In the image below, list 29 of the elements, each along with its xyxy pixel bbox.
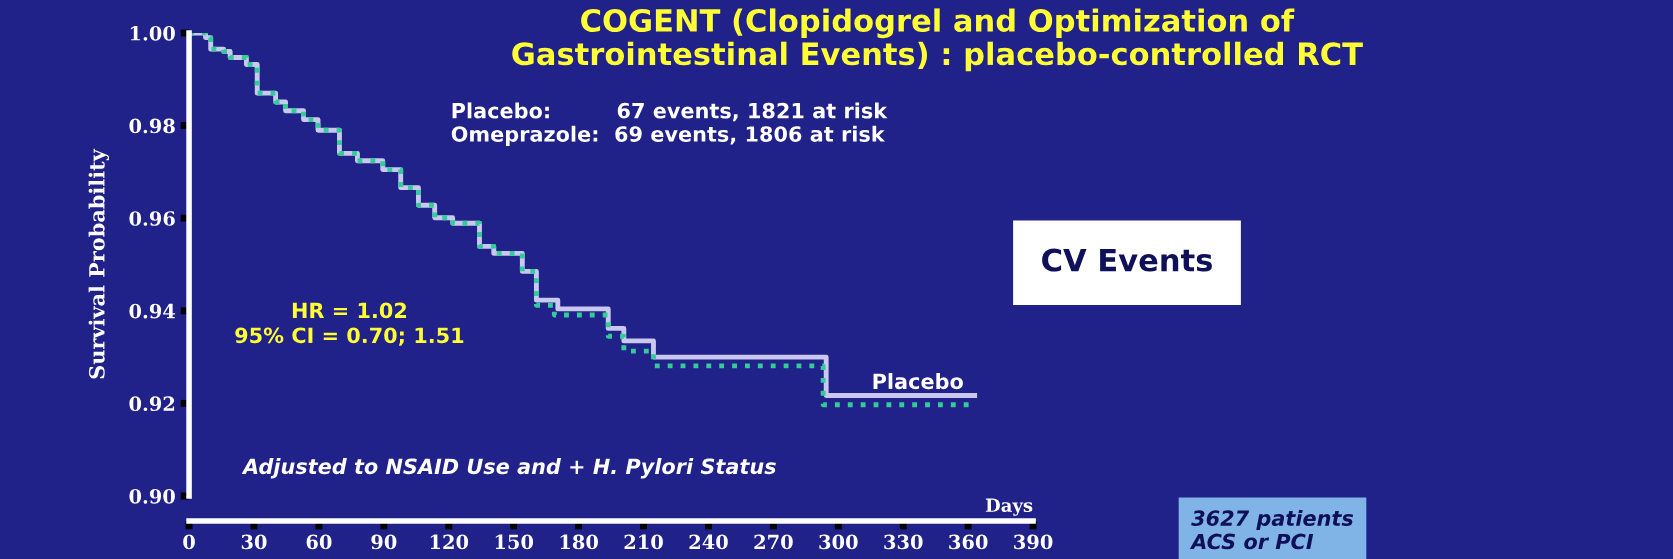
x-tick-label: 0 [183, 534, 195, 550]
annotation: Adjusted to NSAID Use and + H. Pylori Status [241, 458, 776, 479]
text: 3627 patients ACS or PCI [1189, 509, 1354, 550]
x-tick-label: 360 [949, 534, 988, 550]
y-tick-label: 0.90 [129, 488, 175, 504]
x-tick-label: 300 [819, 534, 858, 550]
x-tick-label: 180 [560, 534, 598, 550]
x-tick-label: 390 [1014, 534, 1053, 550]
y-tick-label: 0.92 [129, 396, 175, 412]
y-tick-label: 0.94 [129, 303, 176, 319]
x-tick-label: 60 [306, 534, 332, 550]
x-tick-label: 30 [241, 534, 267, 550]
annotation: Placebo: 67 events, 1821 at risk Omeprazole: 69 events, 1806 at risk [451, 102, 888, 146]
text: CV Events [1042, 248, 1212, 272]
y-tick-label: 0.98 [129, 118, 175, 134]
x-tick-label: 90 [371, 534, 397, 550]
annotation: HR = 1.02 95% CI = 0.70; 1.51 [235, 302, 464, 346]
y-tick-label: 0.96 [129, 211, 175, 226]
x-tick-label: 270 [754, 534, 793, 550]
x-tick-label: 150 [495, 534, 534, 550]
chart-title: COGENT (Clopidogrel and Optimization of Gastrointestinal Events) : placebo-controlled RCT [512, 8, 1363, 72]
x-axis-title: Days [985, 498, 1033, 516]
y-axis-title: Survival Probability [88, 148, 110, 379]
y-tick-label: 1.00 [130, 25, 175, 41]
x-tick-label: 210 [624, 534, 663, 550]
x-tick-label: 240 [689, 534, 728, 550]
x-tick-label: 330 [884, 534, 923, 550]
x-tick-label: 120 [430, 534, 469, 550]
series-label: Placebo [873, 373, 963, 390]
